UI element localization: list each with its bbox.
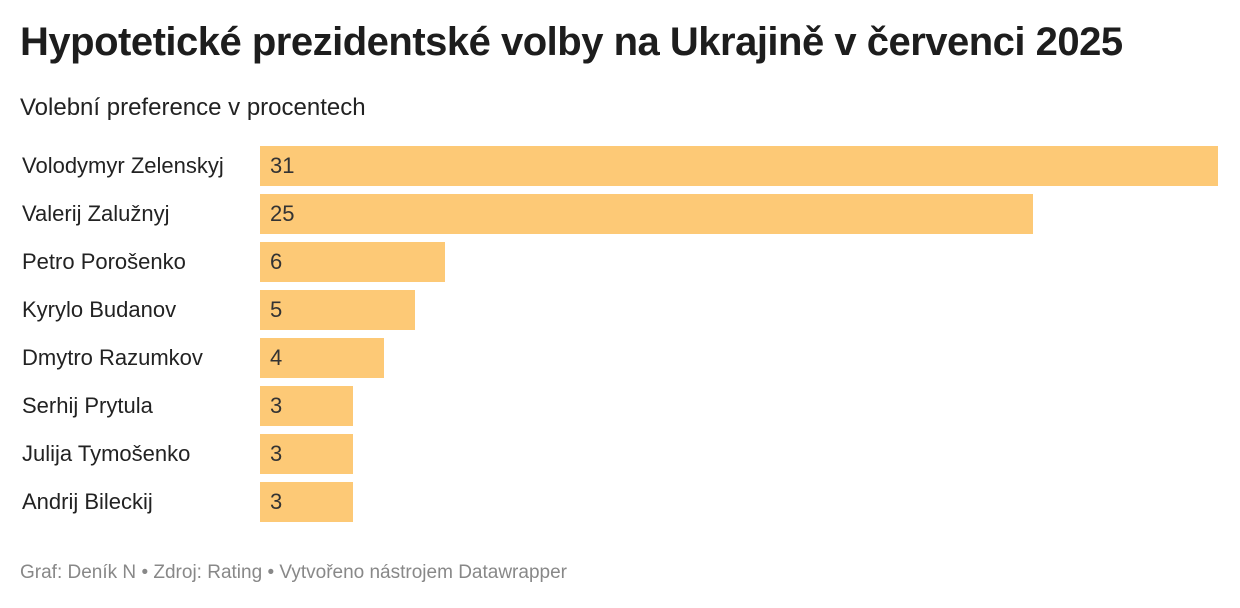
data-label: 5 — [270, 297, 283, 322]
data-label: 4 — [270, 345, 283, 370]
bar — [260, 242, 446, 282]
data-label: 3 — [270, 441, 283, 466]
bar — [260, 146, 1218, 186]
footer-source-link[interactable]: Rating — [207, 562, 263, 583]
data-label: 3 — [270, 393, 283, 418]
category-label: Serhij Prytula — [22, 393, 153, 418]
data-label: 6 — [270, 249, 283, 274]
category-label: Petro Porošenko — [22, 249, 186, 274]
category-label: Kyrylo Budanov — [22, 297, 177, 322]
bar — [260, 434, 353, 474]
bar — [260, 338, 384, 378]
footer-separator: • — [141, 562, 149, 583]
chart-footer: Graf: Deník N • Zdroj: Rating • Vytvořen… — [20, 562, 567, 584]
footer-graf-link[interactable]: Deník N — [67, 562, 137, 583]
footer-source-label: Zdroj: — [153, 562, 202, 583]
category-label: Valerij Zalužnyj — [22, 201, 170, 226]
bar — [260, 290, 415, 330]
footer-graf-label: Graf: — [20, 562, 63, 583]
data-label: 25 — [270, 201, 295, 226]
footer-tool-link[interactable]: Datawrapper — [458, 562, 567, 583]
data-label: 3 — [270, 489, 283, 514]
category-label: Volodymyr Zelenskyj — [22, 153, 224, 178]
footer-created: Vytvořeno nástrojem — [279, 562, 453, 583]
bar — [260, 194, 1033, 234]
chart-subtitle: Volební preference v procentech — [20, 94, 366, 121]
footer-separator: • — [267, 562, 275, 583]
category-label: Dmytro Razumkov — [22, 345, 203, 370]
chart-title: Hypotetické prezidentské volby na Ukraji… — [20, 20, 1123, 64]
bar — [260, 386, 353, 426]
data-label: 31 — [270, 153, 295, 178]
category-label: Julija Tymošenko — [22, 441, 191, 466]
bar — [260, 482, 353, 522]
category-label: Andrij Bileckij — [22, 489, 153, 514]
